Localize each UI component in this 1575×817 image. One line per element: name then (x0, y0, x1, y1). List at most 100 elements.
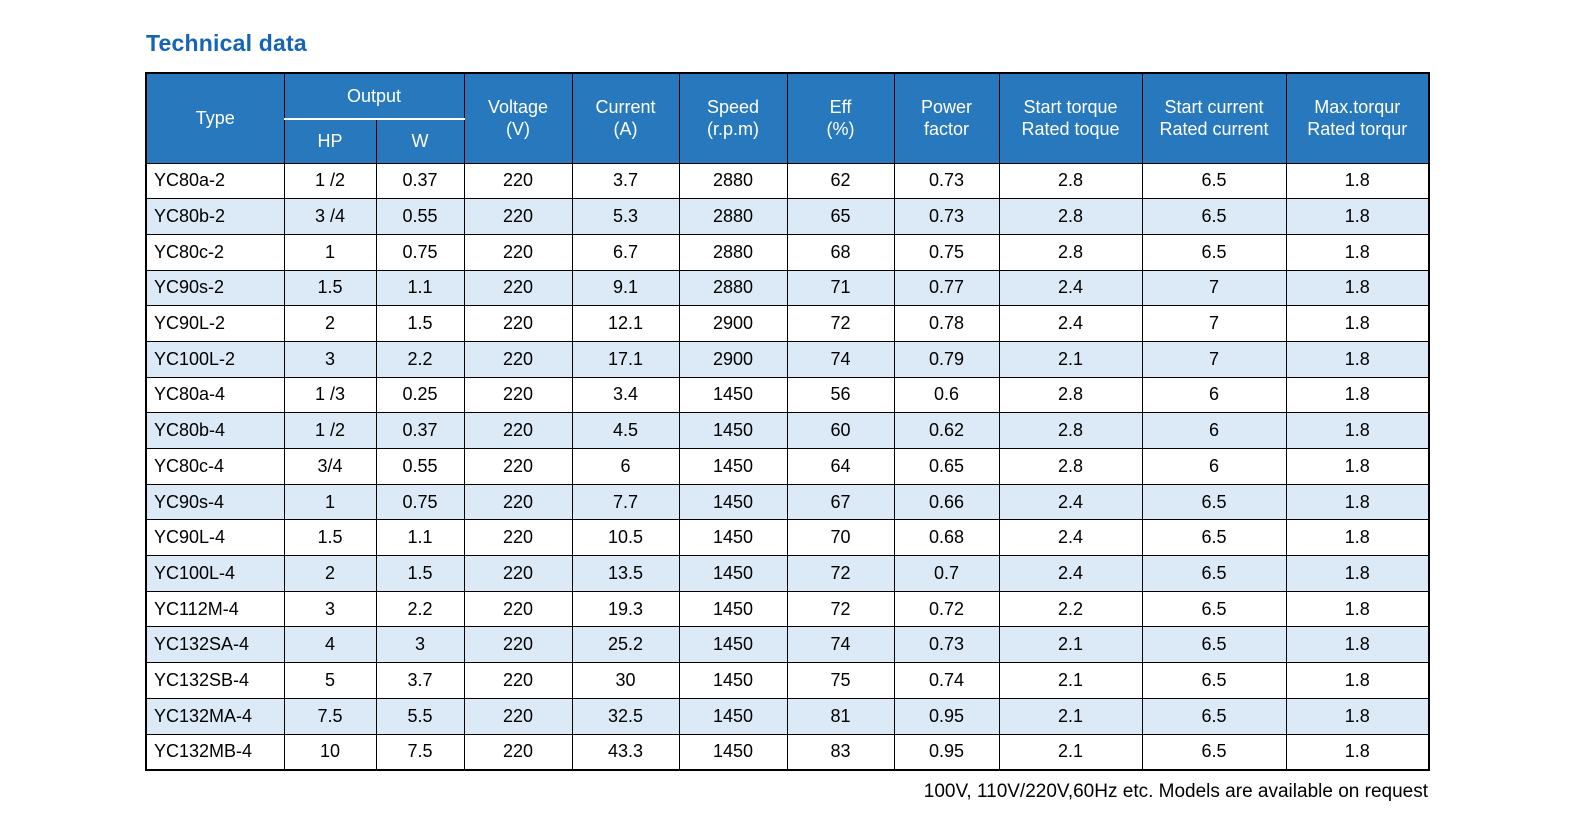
cell-value: 7 (1141, 269, 1287, 307)
cell-value: 0.37 (375, 412, 465, 449)
table-row: YC80a-2 1 /2 0.37 220 3.7 2880 62 0.73 2.8 6.5 1.8 (145, 162, 1430, 200)
cell-value: 0.72 (893, 590, 1000, 628)
cell-value: 220 (463, 662, 573, 699)
cell-value: 25.2 (571, 626, 680, 664)
cell-value: 1 /3 (283, 376, 377, 414)
cell-value: 2880 (678, 162, 788, 200)
cell-value: 6 (1141, 376, 1287, 414)
cell-value: 220 (463, 697, 573, 735)
cell-value: 6.5 (1141, 233, 1287, 271)
cell-value: 0.65 (893, 448, 1000, 485)
technical-data-table: Type Output Voltage (V) Current (A) Spee… (145, 72, 1431, 771)
cell-value: 1450 (678, 733, 788, 771)
cell-value: 3 (375, 626, 465, 664)
cell-value: 220 (463, 733, 573, 771)
cell-value: 1.5 (283, 519, 377, 557)
cell-type: YC112M-4 (145, 590, 285, 628)
cell-value: 72 (786, 590, 895, 628)
cell-value: 1.8 (1285, 162, 1430, 200)
cell-value: 0.62 (893, 412, 1000, 449)
cell-value: 72 (786, 555, 895, 592)
cell-value: 7.7 (571, 483, 680, 521)
cell-value: 0.79 (893, 340, 1000, 378)
cell-value: 1.8 (1285, 448, 1430, 485)
cell-value: 2.1 (998, 626, 1143, 664)
cell-value: 6 (1141, 448, 1287, 485)
cell-value: 1.8 (1285, 269, 1430, 307)
col-header-eff: Eff (%) (786, 72, 895, 164)
cell-value: 1 (283, 483, 377, 521)
cell-type: YC90s-2 (145, 269, 285, 307)
cell-value: 2 (283, 555, 377, 592)
cell-value: 3.7 (571, 162, 680, 200)
cell-value: 0.73 (893, 198, 1000, 235)
cell-value: 220 (463, 198, 573, 235)
cell-value: 2.1 (998, 662, 1143, 699)
cell-value: 2900 (678, 305, 788, 342)
cell-value: 75 (786, 662, 895, 699)
cell-value: 64 (786, 448, 895, 485)
cell-value: 3.7 (375, 662, 465, 699)
table-row: YC132SA-4 4 3 220 25.2 1450 74 0.73 2.1 6.5 1.8 (145, 626, 1430, 664)
cell-value: 0.25 (375, 376, 465, 414)
cell-value: 6 (1141, 412, 1287, 449)
cell-type: YC80c-4 (145, 448, 285, 485)
cell-value: 1450 (678, 590, 788, 628)
cell-value: 1450 (678, 519, 788, 557)
cell-value: 2.8 (998, 162, 1143, 200)
table-row: YC112M-4 3 2.2 220 19.3 1450 72 0.72 2.2 6.5 1.8 (145, 590, 1430, 628)
cell-value: 1.1 (375, 519, 465, 557)
cell-value: 5 (283, 662, 377, 699)
table-header: Type Output Voltage (V) Current (A) Spee… (145, 72, 1430, 164)
cell-value: 1.8 (1285, 412, 1430, 449)
cell-value: 6.5 (1141, 519, 1287, 557)
col-header-start-torque: Start torque Rated toque (998, 72, 1143, 164)
cell-value: 6.5 (1141, 662, 1287, 699)
cell-value: 81 (786, 697, 895, 735)
cell-type: YC100L-2 (145, 340, 285, 378)
cell-value: 71 (786, 269, 895, 307)
footnote: 100V, 110V/220V,60Hz etc. Models are ava… (923, 781, 1428, 802)
col-header-max-torque: Max.torqur Rated torqur (1285, 72, 1430, 164)
cell-value: 1 /2 (283, 162, 377, 200)
cell-value: 220 (463, 233, 573, 271)
cell-value: 0.75 (375, 483, 465, 521)
cell-value: 6.7 (571, 233, 680, 271)
cell-value: 2.4 (998, 269, 1143, 307)
table-row: YC132MB-4 10 7.5 220 43.3 1450 83 0.95 2.1 6.5 1.8 (145, 733, 1430, 771)
cell-value: 0.78 (893, 305, 1000, 342)
cell-value: 2.2 (375, 340, 465, 378)
cell-value: 1.8 (1285, 340, 1430, 378)
cell-value: 65 (786, 198, 895, 235)
cell-value: 1.8 (1285, 590, 1430, 628)
cell-value: 1.8 (1285, 376, 1430, 414)
cell-value: 2.1 (998, 697, 1143, 735)
cell-value: 32.5 (571, 697, 680, 735)
table-row: YC80c-2 1 0.75 220 6.7 2880 68 0.75 2.8 6.5 1.8 (145, 233, 1430, 271)
table-body: YC80a-2 1 /2 0.37 220 3.7 2880 62 0.73 2.8 6.5 1.8… (145, 162, 1430, 771)
cell-value: 43.3 (571, 733, 680, 771)
cell-value: 1 (283, 233, 377, 271)
cell-value: 0.73 (893, 162, 1000, 200)
cell-type: YC80b-4 (145, 412, 285, 449)
cell-value: 74 (786, 626, 895, 664)
cell-value: 1450 (678, 376, 788, 414)
cell-value: 7.5 (283, 697, 377, 735)
cell-value: 0.95 (893, 697, 1000, 735)
cell-value: 10.5 (571, 519, 680, 557)
cell-value: 30 (571, 662, 680, 699)
cell-value: 67 (786, 483, 895, 521)
cell-value: 74 (786, 340, 895, 378)
cell-type: YC80a-4 (145, 376, 285, 414)
cell-value: 220 (463, 448, 573, 485)
cell-value: 1.8 (1285, 555, 1430, 592)
cell-value: 6.5 (1141, 590, 1287, 628)
cell-value: 2880 (678, 233, 788, 271)
cell-value: 1450 (678, 626, 788, 664)
cell-type: YC90L-4 (145, 519, 285, 557)
cell-value: 60 (786, 412, 895, 449)
col-header-output: Output (283, 72, 465, 120)
cell-value: 220 (463, 340, 573, 378)
cell-value: 2.4 (998, 483, 1143, 521)
cell-value: 5.5 (375, 697, 465, 735)
